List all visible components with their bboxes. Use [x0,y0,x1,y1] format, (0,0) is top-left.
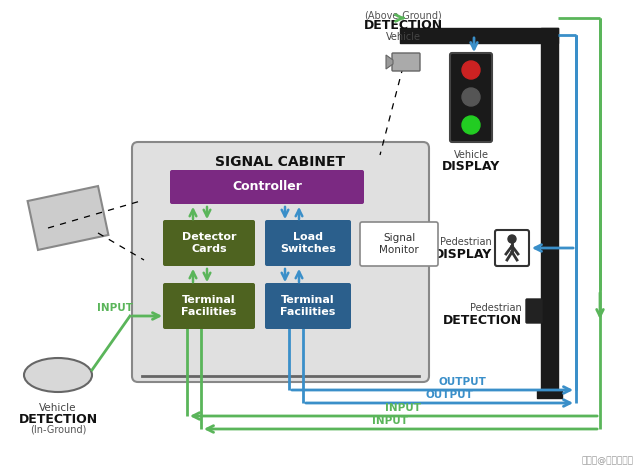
Text: DISPLAY: DISPLAY [442,160,500,173]
Text: Terminal
Facilities: Terminal Facilities [181,295,236,317]
Text: Signal
Monitor: Signal Monitor [379,233,419,255]
Circle shape [462,116,480,134]
Text: DETECTION: DETECTION [364,19,443,32]
Circle shape [462,61,480,79]
Circle shape [462,88,480,106]
FancyBboxPatch shape [265,283,351,329]
FancyBboxPatch shape [360,222,438,266]
Text: OUTPUT: OUTPUT [438,377,486,387]
Text: (Above-Ground): (Above-Ground) [364,10,442,20]
FancyBboxPatch shape [163,220,255,266]
Text: INPUT: INPUT [372,416,408,426]
Text: 搜狐号@客文交通网: 搜狐号@客文交通网 [582,456,634,465]
Text: DISPLAY: DISPLAY [434,248,492,261]
Text: Vehicle: Vehicle [39,403,77,413]
Ellipse shape [24,358,92,392]
Text: SIGNAL CABINET: SIGNAL CABINET [215,155,346,169]
FancyBboxPatch shape [526,299,542,323]
FancyBboxPatch shape [170,170,364,204]
Text: DETECTION: DETECTION [443,314,522,327]
FancyBboxPatch shape [132,142,429,382]
FancyBboxPatch shape [163,283,255,329]
Circle shape [508,235,516,243]
Text: Load
Switches: Load Switches [280,232,336,254]
Text: Controller: Controller [232,180,302,194]
Text: Detector
Cards: Detector Cards [181,232,236,254]
Text: Terminal
Facilities: Terminal Facilities [281,295,335,317]
Text: DETECTION: DETECTION [19,413,98,426]
FancyBboxPatch shape [265,220,351,266]
Text: Pedestrian: Pedestrian [470,303,522,313]
Text: OUTPUT: OUTPUT [425,390,473,400]
Polygon shape [386,55,393,69]
Text: Vehicle: Vehicle [454,150,488,160]
Text: (In-Ground): (In-Ground) [30,425,86,435]
Text: INPUT: INPUT [97,303,133,313]
Bar [27,186,109,250]
FancyBboxPatch shape [450,53,492,142]
FancyBboxPatch shape [495,230,529,266]
Text: INPUT: INPUT [385,403,421,413]
FancyBboxPatch shape [392,53,420,71]
Text: Pedestrian: Pedestrian [440,237,492,247]
Text: Vehicle: Vehicle [385,32,420,42]
